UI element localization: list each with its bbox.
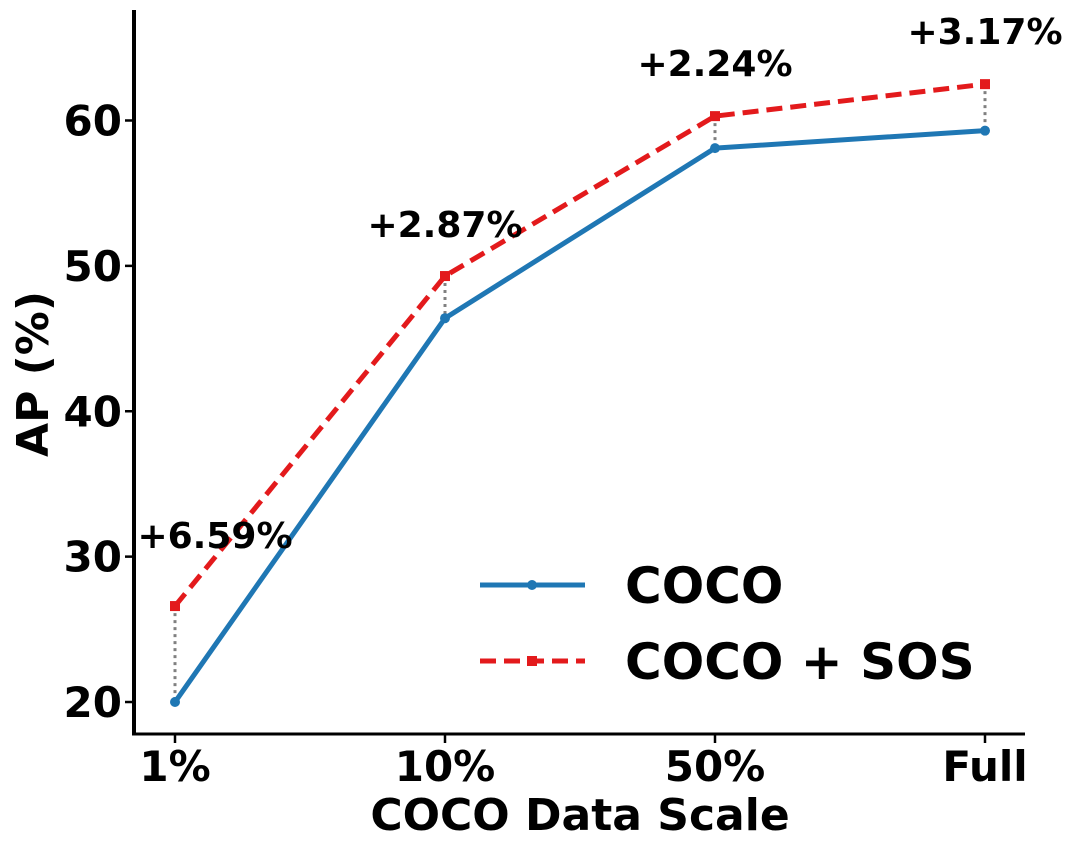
series-line-coco-sos [173,81,986,608]
y-tick-label: 40 [64,387,122,436]
legend-label-coco-sos: COCO + SOS [625,633,975,691]
y-tick-label: 30 [64,533,122,582]
legend-marker-coco-sos [527,656,537,666]
series-group [170,79,990,708]
y-axis-label: AP (%) [8,291,59,457]
data-point [980,79,990,90]
legend: COCO COCO + SOS [480,557,975,691]
legend-marker-coco [527,580,537,590]
series-line-coco [172,128,986,704]
data-point [440,313,450,324]
data-point [440,271,450,282]
data-point [710,111,720,122]
axes [132,10,1025,736]
y-tick-label: 60 [64,96,122,145]
data-point [980,125,990,136]
legend-label-coco: COCO [625,557,783,615]
gain-annotation: +2.24% [637,44,792,85]
gain-annotation: +2.87% [367,205,522,246]
x-tick-label: 1% [139,742,210,791]
annotations: +6.59% +2.87% +2.24% +3.17% [137,12,1062,557]
data-point [710,143,720,154]
y-tick-label: 50 [64,242,122,291]
data-point [170,697,180,708]
x-tick-label: 50% [665,742,766,791]
y-tick-label: 20 [64,678,122,727]
x-tick-label: 10% [395,742,496,791]
difference-lines [173,84,987,703]
ticks: 20 30 40 50 60 1% 10% 50% Full [64,96,1028,791]
x-tick-label: Full [942,742,1027,791]
gain-annotation: +3.17% [907,12,1062,53]
gain-annotation: +6.59% [137,516,292,557]
data-point [170,601,180,612]
x-axis-label: COCO Data Scale [370,790,789,841]
